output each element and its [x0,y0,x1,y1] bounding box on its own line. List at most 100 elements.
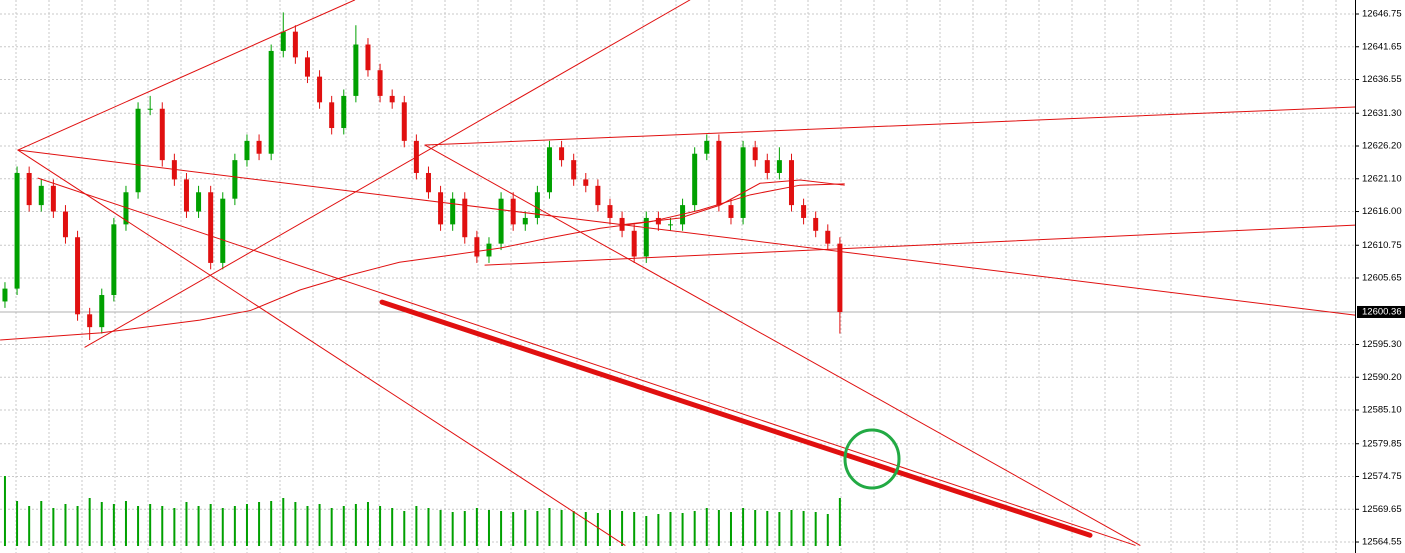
volume-bar [451,512,454,546]
candle-body [183,179,189,212]
volume-bar [512,512,515,546]
volume-bar [572,511,575,546]
trendline [424,106,1356,146]
candle-body [631,230,637,257]
candle-body [595,185,601,206]
volume-bar [621,511,624,546]
volume-bar [729,512,732,546]
candle-body [317,76,323,103]
y-tick-label: 12646.75 [1362,9,1402,20]
candle-body [450,198,456,225]
price-axis-panel [1355,0,1405,553]
volume-bar [173,508,176,546]
candle-body [401,102,407,141]
candle-body [75,237,81,315]
volume-bar [560,510,563,546]
volume-bar [548,508,551,546]
volume-bar [76,506,79,546]
volume-bar [524,510,527,546]
y-tick-label: 12590.20 [1362,372,1402,383]
candle-body [232,160,238,199]
candle-body [716,140,722,206]
volume-bar [52,508,55,546]
volume-bar [209,504,212,546]
candle-body [38,185,44,206]
volume-bar [330,508,333,546]
y-tick-label: 12585.10 [1362,405,1402,416]
candle-body [474,237,480,257]
candle-body [583,179,589,186]
moving-average [619,179,845,226]
volume-bar [814,512,817,546]
candle-body [559,147,565,161]
candle-body [389,95,395,103]
volume-bar [233,506,236,546]
volume-bar [596,513,599,546]
volume-bar [584,512,587,546]
volume-bar [185,502,188,546]
volume-bar [608,510,611,546]
volume-bar [657,514,660,546]
candle-body [304,57,310,77]
candle-body [50,185,56,212]
candle-body [801,205,807,218]
axis-layer: 12646.75 12641.65 12636.55 12631.30 12626.20… [1355,9,1405,548]
y-tick-label: 12579.85 [1362,438,1402,449]
candle-body [740,147,746,218]
volume-bar [258,502,261,546]
volume-layer [3,476,841,546]
candle-body [62,211,68,238]
volume-bar [669,512,672,546]
y-tick-label: 12621.10 [1362,173,1402,184]
volume-bar [137,506,140,546]
candle-body [837,243,843,312]
candle-body [788,160,794,206]
volume-bar [705,508,708,546]
volume-bar [3,476,6,546]
y-tick-label: 12610.75 [1362,240,1402,251]
volume-bar [645,516,648,546]
candle-body [764,160,770,173]
volume-bar [838,498,841,546]
candle-body [534,192,540,218]
candle-body [159,108,165,161]
volume-bar [415,506,418,546]
volume-bar [463,511,466,546]
trendline [424,144,1141,546]
volume-bar [161,506,164,546]
volume-bar [366,502,369,546]
candle-body [462,198,468,238]
candle-body [256,140,262,154]
candle-body [522,217,528,225]
volume-bar [40,501,43,546]
candle-body [111,224,117,296]
trendline [17,0,356,151]
volume-bar [88,498,91,546]
line-layer [0,0,1356,546]
candle-body [208,192,214,263]
last-price-label: 12600.36 [1362,307,1402,318]
y-tick-label: 12631.30 [1362,108,1402,119]
volume-bar [500,511,503,546]
volume-bar [391,508,394,546]
candle-body [14,172,20,289]
y-tick-label: 12564.55 [1362,537,1402,548]
candle-body [2,288,8,302]
candle-body [692,153,698,206]
volume-bar [536,511,539,546]
candle-body [377,70,383,96]
volume-bar [197,506,200,546]
candle-body [341,95,347,129]
volume-bar [100,502,103,546]
candle-body [99,295,105,328]
volume-bar [826,514,829,546]
candle-body [280,31,286,51]
volume-bar [475,508,478,546]
trendline [37,177,1136,546]
candle-body [135,108,141,193]
y-tick-label: 12605.65 [1362,273,1402,284]
candle-body [147,108,153,110]
volume-bar [403,511,406,546]
candle-body [704,140,710,154]
